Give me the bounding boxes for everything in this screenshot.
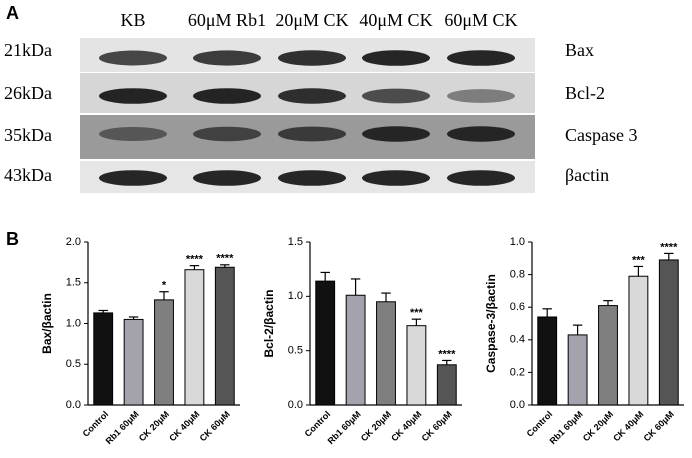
blot-band [362,50,430,66]
protein-label: Bcl-2 [565,83,605,103]
y-tick-label: 0.0 [66,399,81,411]
x-tick-label: Control [303,409,333,439]
y-tick-label: 1.0 [510,236,525,248]
blot-band [447,89,515,103]
significance-label: *** [410,307,424,319]
significance-label: * [162,280,167,292]
bar [93,312,114,406]
blot-band [99,88,167,104]
blot-band [193,170,261,186]
bar [567,334,588,406]
significance-label: **** [438,348,456,360]
y-tick-label: 1.0 [288,290,303,302]
bar [376,301,396,406]
size-label: 43kDa [4,165,52,185]
bar [184,269,205,406]
bar [315,280,336,406]
bar [598,305,618,406]
y-axis-label: Bax/βactin [40,293,54,354]
size-label: 35kDa [4,125,52,145]
y-tick-label: 0.4 [510,334,525,346]
blot-band [447,126,515,142]
x-tick-label: CK 20μM [581,409,615,443]
lane-label: KB [120,10,145,30]
y-tick-label: 0.0 [510,399,525,411]
blot-band [278,126,346,142]
blot-band [447,50,515,66]
size-label: 26kDa [4,83,52,103]
x-tick-label: CK 40μM [611,409,645,443]
y-tick-label: 0.2 [510,366,525,378]
y-tick-label: 0.5 [288,345,303,357]
x-tick-label: CK 60μM [642,409,676,443]
bar [537,316,558,406]
panel-label: A [6,3,19,23]
x-tick-label: CK 40μM [167,409,201,443]
blot-band [447,170,515,186]
x-tick-label: CK 20μM [137,409,171,443]
lane-label: 60μM CK [444,10,517,30]
blot-band [193,126,261,142]
y-tick-label: 1.5 [288,236,303,248]
x-tick-label: Control [81,409,111,439]
significance-label: **** [186,254,204,266]
western-blot [80,38,535,193]
bar [345,294,366,406]
y-axis-label: Bcl-2/βactin [262,289,276,357]
x-tick-label: Rb1 60μM [326,409,363,446]
x-tick-label: Control [525,409,555,439]
y-tick-label: 1.0 [66,317,81,329]
lane-label: 60μM Rb1 [188,10,266,30]
bar [214,266,235,406]
bar [123,318,144,406]
bar [658,259,679,406]
bar [628,275,649,406]
y-tick-label: 0.8 [510,269,525,281]
blot-band [99,127,167,141]
blot-band [362,126,430,142]
size-label: 21kDa [4,40,52,60]
blot-band [278,170,346,186]
x-tick-label: CK 20μM [359,409,393,443]
y-tick-label: 2.0 [66,236,81,248]
y-tick-label: 0.5 [66,358,81,370]
y-tick-label: 0.0 [288,399,303,411]
lane-label: 40μM CK [359,10,432,30]
blot-band [99,170,167,186]
significance-label: **** [216,253,234,265]
blot-band [99,50,167,66]
y-tick-label: 0.6 [510,301,525,313]
protein-label: βactin [565,165,609,185]
x-tick-label: Rb1 60μM [548,409,585,446]
lane-label: 20μM CK [275,10,348,30]
x-tick-label: Rb1 60μM [104,409,141,446]
blot-band [362,170,430,186]
blot-band [193,50,261,66]
significance-label: *** [632,254,646,266]
x-tick-label: CK 60μM [420,409,454,443]
bar [436,364,457,406]
blot-band [278,88,346,104]
significance-label: **** [660,241,678,253]
panel-label: B [6,229,19,249]
y-axis-label: Caspase-3/βactin [484,274,498,373]
x-tick-label: CK 40μM [389,409,423,443]
blot-band [278,50,346,66]
protein-label: Caspase 3 [565,125,637,145]
protein-label: Bax [565,40,594,60]
blot-band [362,88,430,104]
bar [406,325,427,406]
x-tick-label: CK 60μM [198,409,232,443]
bar [154,299,174,406]
y-tick-label: 1.5 [66,277,81,289]
blot-band [193,88,261,104]
